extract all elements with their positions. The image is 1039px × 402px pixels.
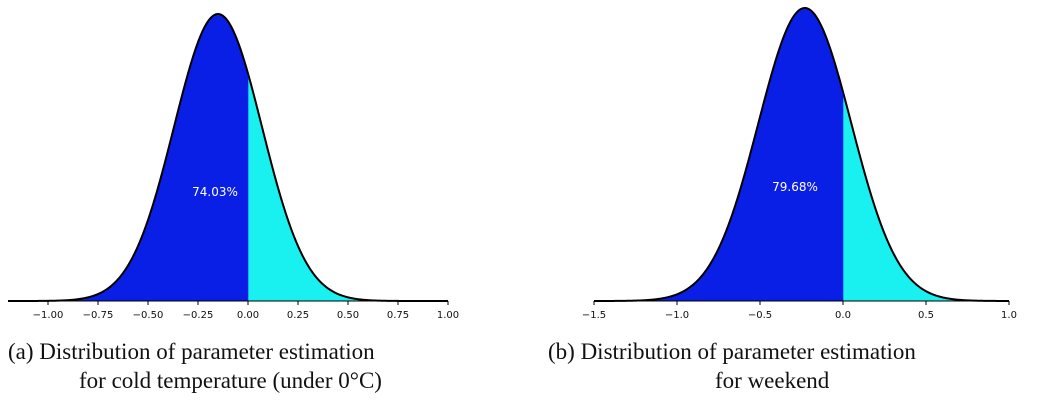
panel-b-x-tick-label: −0.5: [748, 310, 772, 321]
panel-b-x-tick-label: 0.0: [835, 310, 851, 321]
panel-a-x-tick-label: 1.00: [437, 310, 459, 321]
caption-b: (b) Distribution of parameter estimation…: [548, 337, 1038, 397]
panel-a-x-tick-label: 0.75: [387, 310, 409, 321]
panel-a-x-tick-label: −0.25: [183, 310, 214, 321]
panel-b-x-tick-label: −1.0: [665, 310, 689, 321]
panel-b-x-tick-label: −1.5: [582, 310, 606, 321]
panel-b-area-right: [843, 91, 1009, 302]
panel-a-x-tick-label: 0.25: [287, 310, 309, 321]
panel-b-density-curve: [594, 6, 1009, 302]
caption-b-line2: for weekend: [715, 368, 830, 393]
panel-a-x-tick-label: 0.50: [337, 310, 359, 321]
panel-b-area-left: [594, 8, 843, 301]
panel-a-x-tick-label: 0.00: [237, 310, 259, 321]
caption-a-line1: (a) Distribution of parameter estimation: [8, 339, 375, 364]
panel-a-x-tick-label: −0.50: [133, 310, 164, 321]
panel-a-x-tick-label: −1.00: [33, 310, 64, 321]
panel-b-percent-label: 79.68%: [772, 180, 818, 194]
panel-a-x-tick-label: −0.75: [83, 310, 114, 321]
panel-b-chart: −1.5 −1.0 −0.5 0.0 0.5 1.0 79.68%: [582, 6, 1017, 321]
panel-a-area-right: [248, 73, 448, 302]
panel-a-percent-label: 74.03%: [192, 185, 238, 199]
panel-b-x-tick-label: 1.0: [1001, 310, 1017, 321]
panel-a-area-left: [8, 14, 248, 302]
caption-a-line2: for cold temperature (under 0°C): [79, 368, 382, 393]
caption-b-line1: (b) Distribution of parameter estimation: [548, 339, 916, 364]
caption-a: (a) Distribution of parameter estimation…: [8, 337, 498, 397]
panel-a-chart: −1.00 −0.75 −0.50 −0.25 0.00 0.25 0.50 0.75 1.00…: [8, 12, 459, 321]
panel-b-x-tick-label: 0.5: [918, 310, 934, 321]
panel-a-density-curve: [8, 12, 448, 302]
